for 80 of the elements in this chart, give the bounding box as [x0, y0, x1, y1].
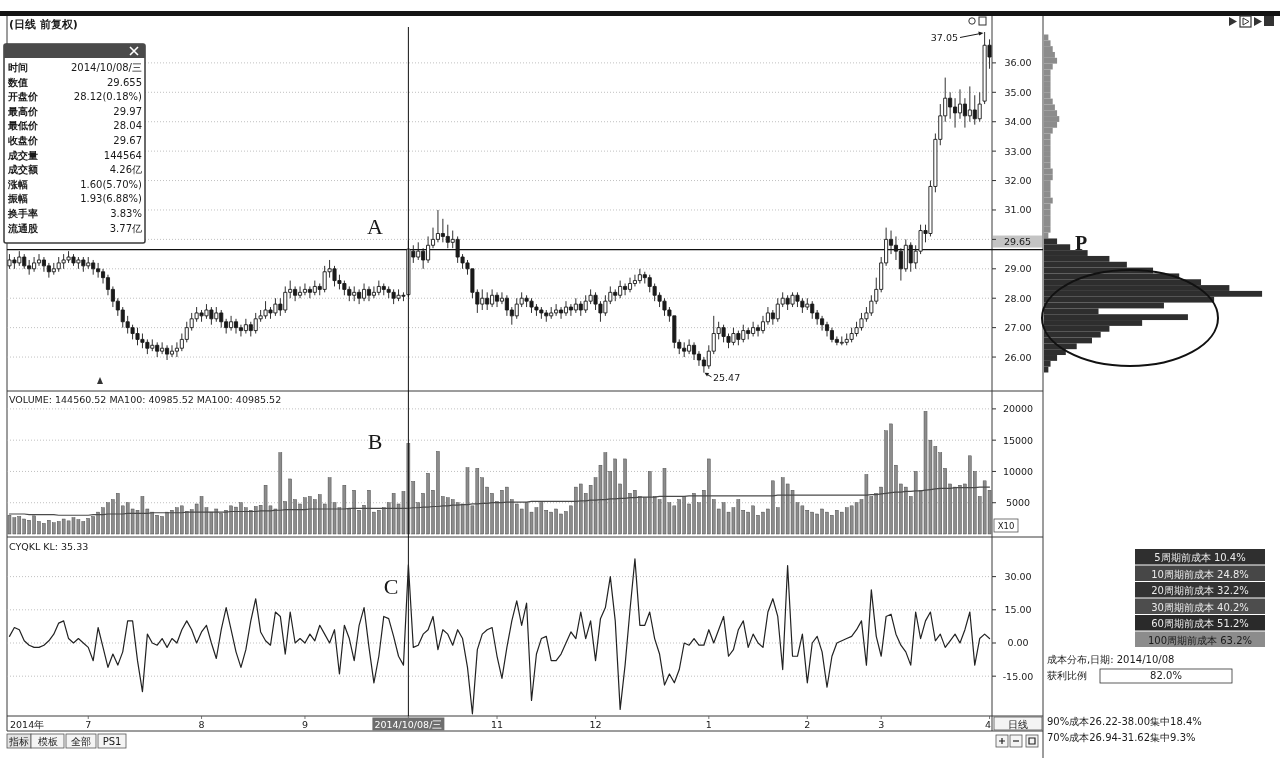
- y-axis-title: X10: [997, 521, 1015, 531]
- y-tick-label: 36.00: [1004, 57, 1032, 69]
- x-tick-label: 7: [85, 718, 92, 730]
- chart-title: (日线 前复权): [9, 18, 78, 31]
- text: 全部: [71, 736, 91, 747]
- text: 70%成本26.94-31.62集中9.3%: [1047, 732, 1196, 743]
- y-tick-label: 0.00: [1007, 637, 1029, 649]
- annotation: B: [367, 429, 383, 454]
- annotation: P: [1074, 232, 1088, 254]
- annotation: 29.655: [107, 76, 142, 88]
- text: 指标: [8, 736, 29, 747]
- text: 20周期前成本 32.2%: [1151, 585, 1249, 596]
- annotation: C: [383, 574, 399, 599]
- annotation: 28.12(0.18%): [73, 91, 143, 103]
- text: 10周期前成本 24.8%: [1151, 568, 1249, 580]
- x-tick-label: 8: [198, 718, 205, 730]
- text: 5周期前成本 10.4%: [1154, 552, 1246, 563]
- annotation: 最高价: [7, 105, 39, 117]
- annotation: 28.04: [113, 120, 142, 132]
- annotation: 25.47: [713, 372, 741, 383]
- text: 获利比例: [1047, 670, 1087, 681]
- text: 成本分布,日期: 2014/10/08: [1047, 654, 1175, 665]
- chart-title: VOLUME: 144560.52 MA100: 40985.52 MA100: 40985.52: [9, 394, 282, 405]
- text: 日线: [1008, 719, 1028, 730]
- y-tick-label: 35.00: [1004, 86, 1032, 98]
- y-tick-label: -15.00: [1002, 670, 1034, 682]
- annotation: 成交额: [7, 164, 39, 176]
- annotation: 数值: [7, 76, 28, 88]
- annotation: 时间: [8, 62, 28, 73]
- y-tick-label: 31.00: [1004, 204, 1032, 216]
- y-tick-label: 34.00: [1004, 116, 1032, 128]
- x-tick-label: 9: [301, 718, 308, 730]
- annotation: 流通股: [7, 222, 39, 234]
- ref-line-label: 29.65: [1003, 236, 1032, 248]
- y-tick-label: 27.00: [1004, 322, 1032, 334]
- annotation: 29.67: [113, 135, 142, 146]
- x-tick-label: 12: [589, 718, 602, 730]
- annotation: 成交量: [7, 149, 38, 161]
- x-tick-label: 11: [490, 718, 504, 730]
- x-tick-label: 2014/10/08/三: [374, 718, 443, 730]
- annotation: 2014/10/08/三: [70, 62, 142, 73]
- chart-title: CYQKL KL: 35.33: [9, 541, 89, 552]
- x-tick-label: 3: [878, 718, 885, 730]
- text: 2014年: [10, 718, 45, 730]
- y-tick-label: 26.00: [1004, 351, 1032, 363]
- annotation: 开盘价: [7, 91, 39, 103]
- annotation: 29.97: [113, 105, 142, 117]
- text: 100周期前成本 63.2%: [1147, 634, 1253, 646]
- x-tick-label: 1: [705, 718, 712, 730]
- annotation: 4.26亿: [109, 164, 142, 176]
- annotation: 37.05: [930, 32, 958, 43]
- y-tick-label: 20000: [1002, 403, 1034, 415]
- annotation: 1.60(5.70%): [80, 178, 143, 190]
- y-tick-label: 29.00: [1004, 263, 1032, 275]
- annotation: A: [367, 214, 384, 239]
- text: PS1: [102, 736, 122, 747]
- annotation: 振幅: [7, 193, 28, 205]
- text: 90%成本26.22-38.00集中18.4%: [1047, 716, 1202, 727]
- text: 60周期前成本 51.2%: [1151, 618, 1249, 629]
- text: 30周期前成本 40.2%: [1151, 601, 1249, 613]
- x-tick-label: 2: [804, 718, 811, 730]
- annotation: 最低价: [7, 120, 39, 132]
- y-tick-label: 32.00: [1004, 175, 1032, 187]
- y-tick-label: 28.00: [1004, 292, 1032, 304]
- text: 82.0%: [1150, 670, 1182, 681]
- annotation: 收盘价: [8, 135, 39, 146]
- y-tick-label: 33.00: [1004, 145, 1032, 157]
- annotation: 1.93(6.88%): [80, 193, 143, 205]
- annotation: 3.83%: [110, 208, 142, 219]
- y-tick-label: 5000: [1005, 497, 1031, 509]
- annotation: 3.77亿: [109, 222, 142, 234]
- text: 模板: [37, 736, 58, 747]
- y-tick-label: 15000: [1002, 434, 1034, 446]
- y-tick-label: 15.00: [1004, 604, 1032, 616]
- x-tick-label: 4: [984, 718, 991, 730]
- annotation: 换手率: [7, 208, 38, 219]
- annotation: 144564: [103, 149, 142, 161]
- annotation: 涨幅: [7, 178, 28, 190]
- y-tick-label: 10000: [1002, 465, 1034, 477]
- y-tick-label: 30.00: [1004, 571, 1032, 583]
